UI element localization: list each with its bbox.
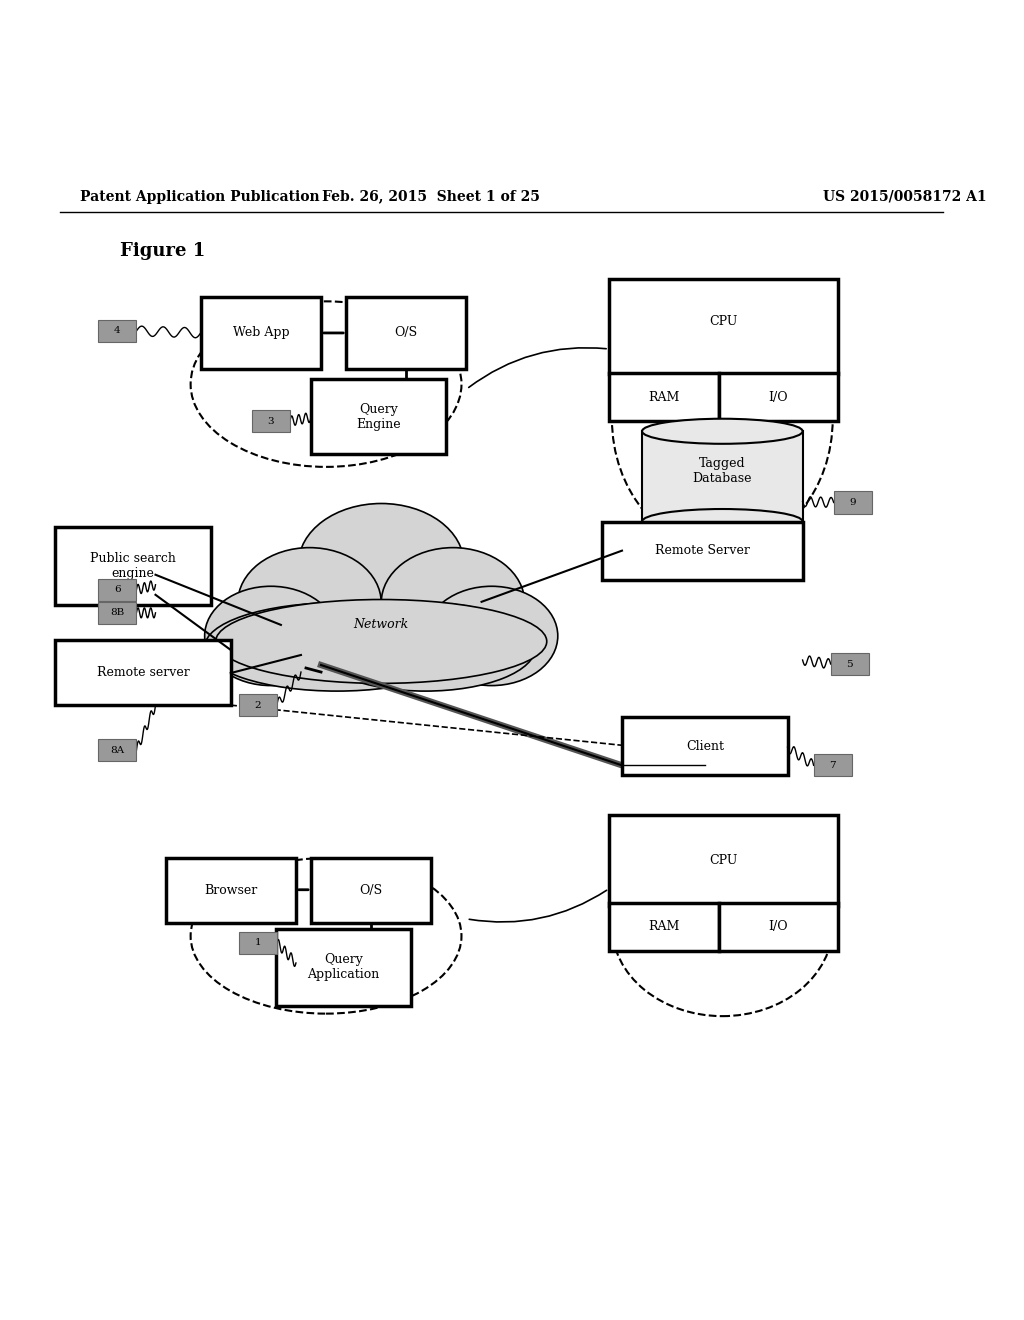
FancyBboxPatch shape (98, 578, 136, 601)
FancyBboxPatch shape (622, 717, 787, 775)
FancyBboxPatch shape (239, 932, 276, 954)
Text: I/O: I/O (769, 391, 788, 404)
Text: Query
Application: Query Application (307, 953, 380, 982)
Ellipse shape (205, 586, 337, 685)
FancyBboxPatch shape (719, 374, 838, 421)
FancyBboxPatch shape (98, 319, 136, 342)
Ellipse shape (642, 510, 803, 535)
FancyBboxPatch shape (642, 432, 803, 521)
Text: Public search
engine: Public search engine (90, 552, 176, 579)
Ellipse shape (298, 503, 464, 624)
Text: 8B: 8B (111, 609, 125, 618)
Text: 4: 4 (114, 326, 121, 335)
Text: O/S: O/S (394, 326, 418, 339)
FancyBboxPatch shape (609, 374, 719, 421)
Text: I/O: I/O (769, 920, 788, 933)
FancyBboxPatch shape (609, 903, 719, 950)
Text: US 2015/0058172 A1: US 2015/0058172 A1 (822, 190, 986, 203)
Ellipse shape (425, 586, 558, 685)
FancyBboxPatch shape (346, 297, 467, 370)
Text: Tagged
Database: Tagged Database (692, 458, 752, 486)
FancyBboxPatch shape (55, 640, 230, 705)
FancyBboxPatch shape (834, 491, 871, 513)
FancyBboxPatch shape (55, 527, 211, 605)
Text: 3: 3 (267, 417, 274, 426)
FancyBboxPatch shape (609, 816, 838, 906)
FancyBboxPatch shape (252, 411, 290, 432)
FancyBboxPatch shape (201, 297, 322, 370)
Text: Query
Engine: Query Engine (356, 403, 401, 430)
Text: 5: 5 (847, 660, 853, 668)
Text: 9: 9 (850, 498, 856, 507)
Text: Client: Client (686, 739, 724, 752)
FancyBboxPatch shape (719, 903, 838, 950)
FancyBboxPatch shape (830, 653, 868, 675)
FancyBboxPatch shape (275, 929, 412, 1006)
FancyBboxPatch shape (609, 279, 838, 374)
FancyBboxPatch shape (311, 858, 431, 923)
FancyBboxPatch shape (602, 521, 803, 579)
Text: Browser: Browser (204, 883, 257, 896)
Text: Remote server: Remote server (96, 667, 189, 678)
FancyBboxPatch shape (311, 379, 446, 454)
Text: Feb. 26, 2015  Sheet 1 of 25: Feb. 26, 2015 Sheet 1 of 25 (323, 190, 541, 203)
Text: Remote Server: Remote Server (654, 544, 750, 557)
Ellipse shape (205, 603, 470, 692)
Text: 6: 6 (114, 585, 121, 594)
Text: 8A: 8A (111, 746, 125, 755)
FancyBboxPatch shape (98, 739, 136, 762)
FancyBboxPatch shape (814, 754, 852, 776)
FancyBboxPatch shape (98, 602, 136, 624)
Text: Patent Application Publication: Patent Application Publication (80, 190, 319, 203)
Text: 2: 2 (255, 701, 261, 710)
Text: RAM: RAM (648, 391, 680, 404)
Text: 1: 1 (255, 939, 261, 948)
Ellipse shape (381, 548, 524, 657)
Text: CPU: CPU (710, 315, 737, 329)
FancyBboxPatch shape (239, 694, 276, 717)
Ellipse shape (315, 603, 536, 692)
Text: Figure 1: Figure 1 (121, 242, 206, 260)
Text: CPU: CPU (710, 854, 737, 867)
Text: Network: Network (353, 618, 409, 631)
Text: 7: 7 (829, 760, 836, 770)
Ellipse shape (642, 418, 803, 444)
Ellipse shape (238, 548, 381, 657)
FancyBboxPatch shape (166, 858, 296, 923)
Text: Web App: Web App (232, 326, 289, 339)
Ellipse shape (216, 599, 547, 684)
Text: RAM: RAM (648, 920, 680, 933)
Text: O/S: O/S (359, 883, 383, 896)
